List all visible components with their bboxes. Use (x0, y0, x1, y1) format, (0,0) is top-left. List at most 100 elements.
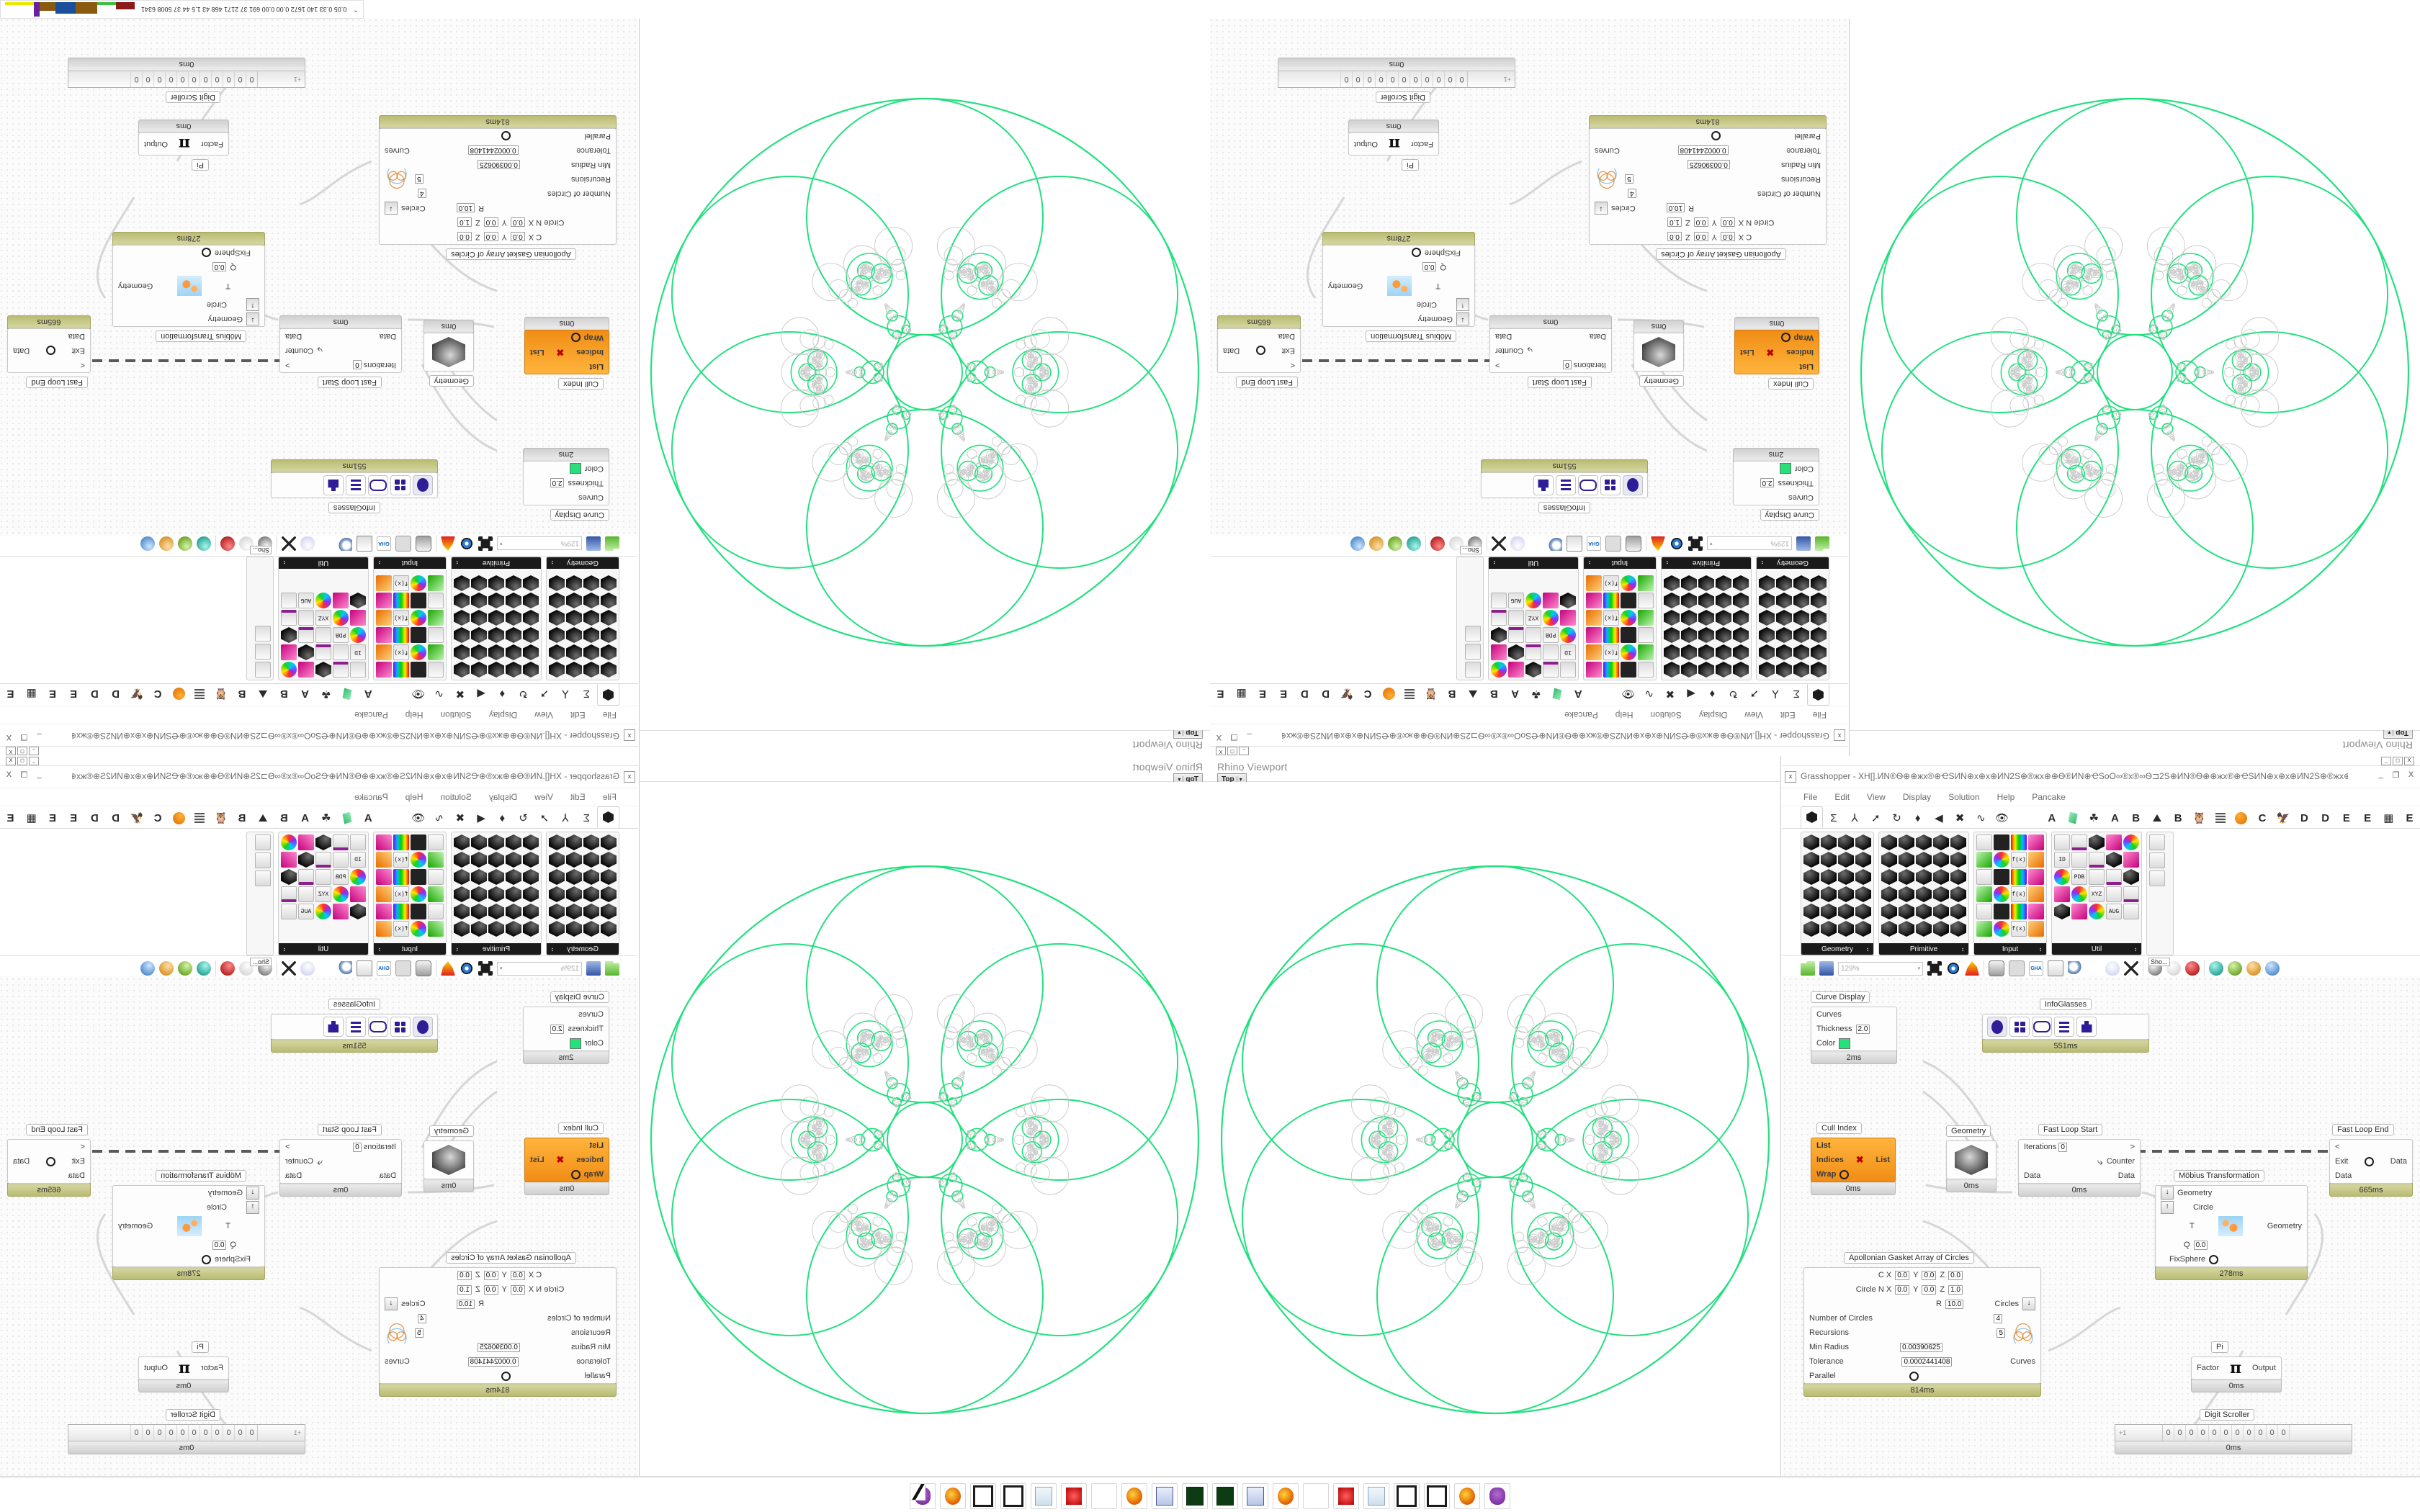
tab-grid-icon[interactable] (189, 684, 210, 704)
component-icon[interactable] (601, 610, 617, 626)
component-icon[interactable] (281, 627, 297, 643)
bake-fire-icon[interactable] (1965, 961, 1979, 976)
zoom-level-input[interactable]: 129% ▾ (1707, 536, 1792, 551)
component-icon[interactable] (471, 921, 487, 937)
palette-input-caret-icon[interactable]: ↕ (1588, 559, 1591, 567)
minimize-icon[interactable]: _ (29, 747, 39, 755)
tab-grid-icon[interactable] (2210, 808, 2231, 828)
component-icon[interactable] (1855, 834, 1871, 850)
component-icon[interactable] (1543, 662, 1559, 678)
component-icon[interactable] (1491, 662, 1507, 678)
component-icon[interactable] (1759, 593, 1775, 608)
palette-input-footer[interactable]: Input ↕ (374, 943, 446, 955)
thickness-input[interactable]: 2.0 (550, 478, 565, 488)
tab-mountain-icon[interactable]: ⛰ (1468, 688, 1478, 701)
min-radius-input[interactable]: 0.00390625 (478, 160, 520, 170)
node-body[interactable]: Curves Thickness 2.0 Color (1733, 461, 1819, 505)
component-icon[interactable] (601, 921, 617, 937)
menu-help[interactable]: Help (405, 792, 424, 802)
maximize-button[interactable]: ❐ (2392, 771, 2400, 780)
palette-extras[interactable]: Sho... (1456, 546, 1484, 680)
tab-b1-icon[interactable]: B (279, 688, 288, 701)
palette-input-footer[interactable]: Input ↕ (1974, 943, 2046, 955)
glasses-a-icon[interactable] (2149, 834, 2165, 850)
component-icon[interactable] (2123, 834, 2139, 850)
component-icon[interactable] (411, 869, 426, 885)
maximize-icon[interactable]: ◻ (17, 747, 27, 755)
red-gem-icon[interactable] (1430, 536, 1445, 551)
radius-input[interactable]: 10.0 (456, 1299, 475, 1309)
component-icon[interactable] (549, 627, 565, 643)
palette-primitive-footer[interactable]: Primitive ↕ (1662, 557, 1751, 569)
color-swatch[interactable] (1779, 463, 1791, 474)
digit-8[interactable]: 0 (153, 1425, 165, 1441)
component-icon[interactable]: f(x) (1603, 610, 1619, 626)
recursions-input[interactable]: 5 (1625, 174, 1634, 184)
close-icon[interactable]: X (1216, 747, 1226, 755)
minimize-icon[interactable]: _ (29, 757, 39, 765)
component-icon[interactable] (281, 886, 297, 902)
component-icon[interactable] (1855, 886, 1871, 902)
exit-toggle[interactable] (45, 1156, 55, 1166)
component-icon[interactable] (488, 610, 504, 626)
at-icon[interactable] (395, 960, 411, 976)
component-icon[interactable] (1803, 834, 1819, 850)
tab-owl-icon[interactable]: 🦉 (214, 812, 228, 824)
node-apollonian-gasket[interactable]: Apollonian Gasket Array of Circles C X 0.… (379, 115, 617, 260)
node-fast-loop-start[interactable]: Fast Loop Start Iterations 0 > ⤷ Counter D… (279, 315, 402, 388)
balloon-icon[interactable] (1510, 536, 1525, 551)
component-icon[interactable] (1933, 886, 1949, 902)
palette-util[interactable]: ID PDB XYZ AUG Util ↕ (278, 832, 369, 955)
component-icon[interactable] (549, 644, 565, 660)
menu-edit[interactable]: Edit (1780, 710, 1796, 720)
component-icon[interactable] (583, 886, 599, 902)
component-icon[interactable] (1821, 834, 1837, 850)
taskbar[interactable] (0, 1476, 2420, 1512)
palette-geometry[interactable]: Geometry ↕ (546, 557, 619, 680)
cluster-icon[interactable] (1626, 536, 1641, 552)
component-icon[interactable] (1733, 575, 1749, 591)
component-icon[interactable] (315, 627, 331, 643)
component-icon[interactable] (488, 593, 504, 608)
component-icon[interactable] (2028, 834, 2044, 850)
puzzle-icon[interactable] (1533, 475, 1554, 495)
node-body[interactable]: List Indices ✖ List Wrap (524, 1138, 609, 1182)
component-icon[interactable] (454, 662, 470, 678)
n-x-input[interactable]: 0.0 (1720, 217, 1735, 228)
tab-bird-icon[interactable]: 🦅 (1340, 688, 1354, 700)
bake-fire-icon[interactable] (441, 536, 455, 551)
tab-e1-icon[interactable]: E (1280, 688, 1288, 701)
digit-0[interactable]: 0 (1456, 71, 1467, 87)
node-curve-display[interactable]: Curve Display Curves Thickness 2.0 Color … (523, 991, 609, 1064)
chevron-down-icon[interactable]: ▾ (500, 541, 503, 546)
component-icon[interactable] (1994, 921, 2009, 937)
node-body[interactable]: < Exit Data Data (2329, 1139, 2413, 1184)
component-icon[interactable] (2089, 834, 2105, 850)
component-icon[interactable] (2071, 886, 2087, 902)
minimize-button[interactable]: _ (2378, 770, 2383, 779)
component-icon[interactable] (549, 610, 565, 626)
circles-down-arrow-icon[interactable]: ↓ (385, 202, 398, 215)
component-icon[interactable] (411, 921, 426, 937)
node-infoglasses[interactable]: InfoGlasses 551ms (1481, 459, 1648, 513)
save-icon[interactable] (586, 961, 601, 976)
component-icon[interactable] (523, 662, 539, 678)
component-icon[interactable] (523, 627, 539, 643)
component-icon[interactable] (393, 593, 409, 608)
tab-e3-icon[interactable]: E (2406, 811, 2414, 824)
component-icon[interactable] (1916, 852, 1932, 868)
tab-green-shard-icon[interactable] (336, 808, 357, 828)
scissors-icon[interactable] (282, 961, 296, 976)
tab-mountain-icon[interactable]: ⛰ (258, 688, 268, 701)
teal-drop-icon[interactable] (197, 536, 211, 551)
component-icon[interactable] (471, 662, 487, 678)
gift-icon[interactable] (1529, 536, 1543, 551)
node-fast-loop-start[interactable]: Fast Loop Start Iterations 0 > ⤷ Counter D… (279, 1124, 402, 1197)
component-icon[interactable] (411, 610, 426, 626)
digit-8[interactable]: 0 (2255, 1425, 2267, 1441)
component-icon[interactable] (2028, 886, 2044, 902)
notepad-task[interactable] (1363, 1483, 1389, 1509)
document-icon[interactable] (357, 536, 372, 552)
component-icon[interactable] (1821, 886, 1837, 902)
glasses-b-icon[interactable] (255, 852, 271, 868)
